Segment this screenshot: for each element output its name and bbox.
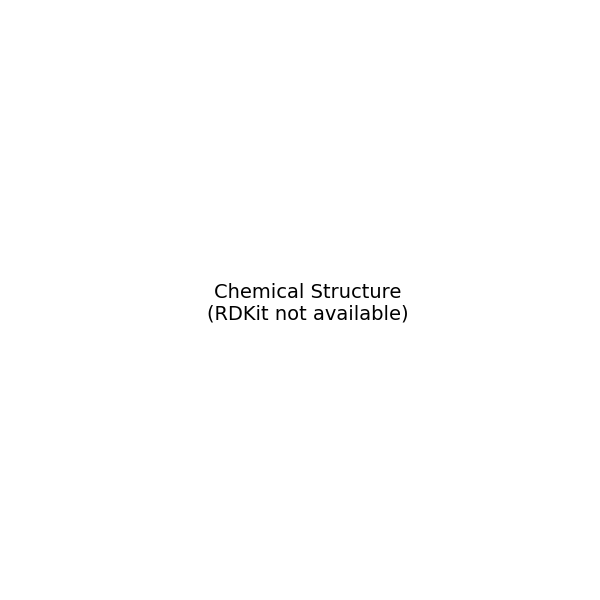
Text: Chemical Structure
(RDKit not available): Chemical Structure (RDKit not available): [206, 283, 409, 323]
